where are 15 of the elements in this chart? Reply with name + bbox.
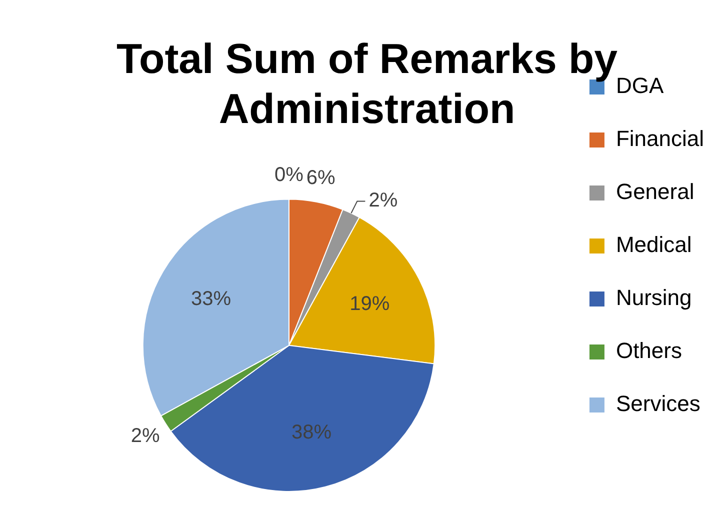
legend-label: Others xyxy=(616,338,682,364)
data-label: 6% xyxy=(306,166,336,189)
text: 0% xyxy=(274,164,304,186)
legend-label: Medical xyxy=(616,232,692,258)
legend-label: Financial xyxy=(616,126,704,152)
legend-label: Services xyxy=(616,391,700,416)
data-label: 38% xyxy=(291,422,332,444)
chart-title: Total Sum of Remarks by Administration xyxy=(116,34,618,132)
data-label: 2% xyxy=(368,190,398,212)
data-label: 2% xyxy=(130,425,160,448)
legend-label: Nursing xyxy=(616,285,692,310)
legend-label: DGA xyxy=(616,73,664,98)
data-label: 33% xyxy=(190,288,232,310)
data-label: 19% xyxy=(350,292,390,315)
legend-label: General xyxy=(616,179,694,204)
